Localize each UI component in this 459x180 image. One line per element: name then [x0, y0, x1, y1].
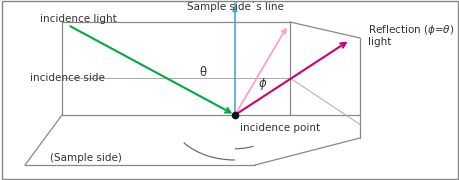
Text: incidence point: incidence point — [240, 123, 319, 133]
Text: (Sample side): (Sample side) — [50, 153, 122, 163]
Text: ϕ: ϕ — [258, 76, 266, 89]
Text: light: light — [367, 37, 391, 47]
Text: incidence side: incidence side — [30, 73, 105, 83]
Text: incidence light: incidence light — [40, 14, 117, 24]
Text: Reflection ($\phi$=$\theta$): Reflection ($\phi$=$\theta$) — [367, 23, 453, 37]
Text: Sample side`s line: Sample side`s line — [186, 1, 283, 12]
Text: θ: θ — [199, 66, 206, 80]
